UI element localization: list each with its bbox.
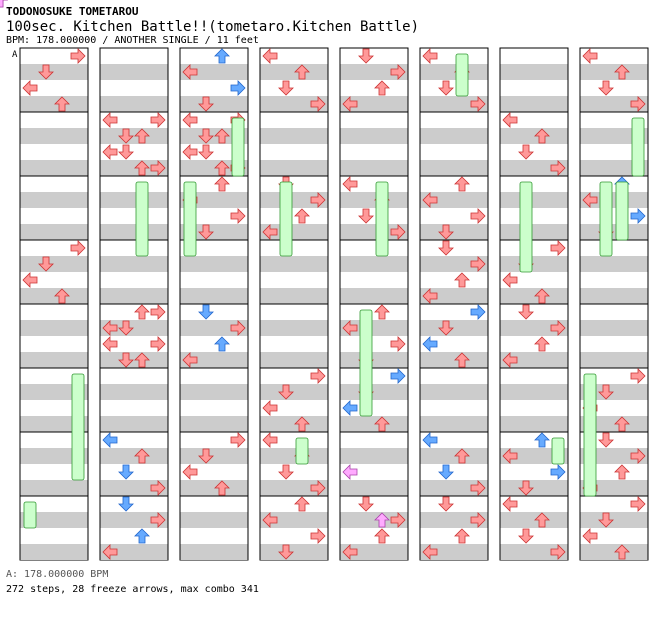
freeze-arrow (359, 309, 373, 417)
chart-column (499, 47, 569, 561)
chart-column (339, 47, 409, 561)
freeze-arrow (455, 53, 469, 97)
footer-stats: 272 steps, 28 freeze arrows, max combo 3… (6, 584, 259, 595)
chart-column (419, 47, 489, 561)
freeze-arrow (615, 181, 629, 241)
section-marker: A (12, 50, 18, 60)
step-arrow (0, 0, 8, 8)
freeze-arrow (599, 181, 613, 257)
freeze-arrow (583, 373, 597, 497)
artist-name: TODONOSUKE TOMETAROU (6, 5, 139, 18)
freeze-arrow (375, 181, 389, 257)
freeze-arrow (135, 181, 149, 257)
chart-column (99, 47, 169, 561)
step-chart: A (0, 0, 649, 561)
freeze-arrow (279, 181, 293, 257)
freeze-arrow (71, 373, 85, 481)
song-title: 100sec. Kitchen Battle!!(tometaro.Kitche… (6, 19, 420, 35)
footer-bpm: A: 178.000000 BPM (6, 569, 109, 580)
freeze-arrow (519, 181, 533, 273)
chart-column (259, 47, 329, 561)
freeze-arrow (231, 117, 245, 177)
freeze-arrow (295, 437, 309, 465)
freeze-arrow (551, 437, 565, 465)
freeze-arrow (23, 501, 37, 529)
chart-column (19, 47, 89, 561)
freeze-arrow (631, 117, 645, 177)
freeze-arrow (183, 181, 197, 257)
chart-info: BPM: 178.000000 / ANOTHER SINGLE / 11 fe… (6, 35, 259, 46)
